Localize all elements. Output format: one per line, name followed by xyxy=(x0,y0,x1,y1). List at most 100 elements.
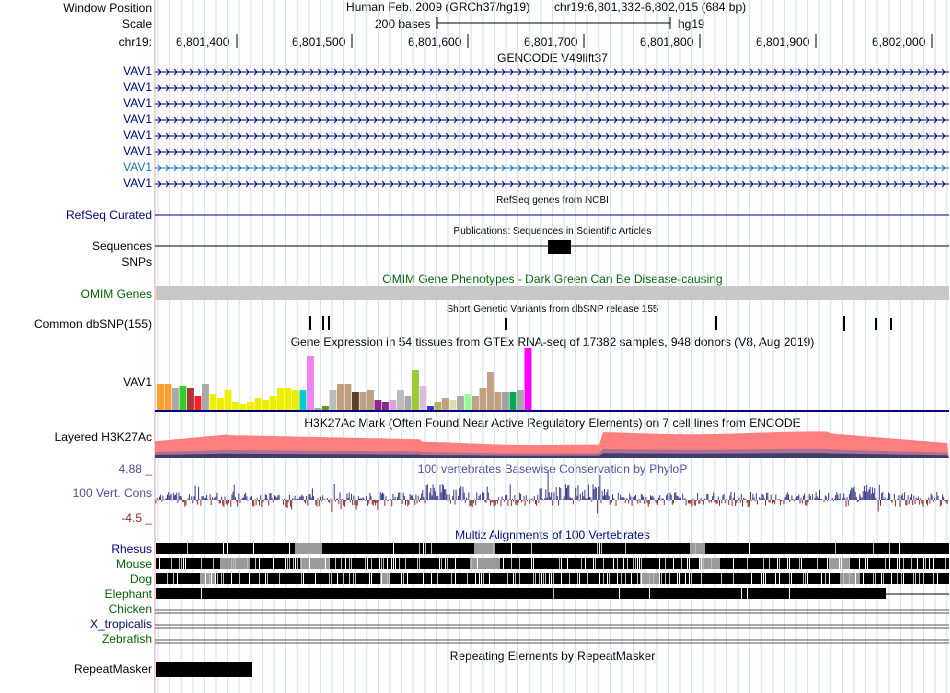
multiz-mismatch xyxy=(503,558,504,569)
multiz-mismatch xyxy=(289,543,290,554)
multiz-mismatch xyxy=(599,543,600,554)
phylop-track-label[interactable]: 100 Vert. Cons xyxy=(72,486,152,500)
multiz-mismatch xyxy=(825,573,826,584)
multiz-mismatch xyxy=(511,543,512,554)
multiz-mismatch xyxy=(559,558,560,569)
gencode-transcript-label[interactable]: VAV1 xyxy=(123,112,152,126)
multiz-mismatch xyxy=(789,558,790,569)
gtex-tissue-bar xyxy=(187,388,194,410)
multiz-mismatch xyxy=(881,573,882,584)
dbsnp-track-label[interactable]: Common dbSNP(155) xyxy=(33,317,152,331)
scale-label: Scale xyxy=(121,17,152,31)
multiz-species-label[interactable]: Zebrafish xyxy=(101,632,152,646)
gtex-track-label[interactable]: VAV1 xyxy=(123,375,152,389)
multiz-mismatch xyxy=(475,573,476,584)
multiz-mismatch xyxy=(829,573,830,584)
transcript-chevrons xyxy=(157,100,946,108)
multiz-mismatch xyxy=(933,573,934,584)
multiz-mismatch xyxy=(817,558,818,569)
multiz-mismatch xyxy=(873,573,874,584)
multiz-mismatch xyxy=(185,558,186,569)
gtex-tissue-bar xyxy=(299,390,307,410)
multiz-mismatch xyxy=(603,573,604,584)
gencode-transcript-label[interactable]: VAV1 xyxy=(123,96,152,110)
multiz-mismatch xyxy=(541,573,542,584)
gencode-transcript-label[interactable]: VAV1 xyxy=(123,160,152,174)
multiz-mismatch xyxy=(493,543,494,554)
gtex-tissue-bar xyxy=(389,400,397,410)
multiz-mismatch xyxy=(867,558,868,569)
gencode-transcript-label[interactable]: VAV1 xyxy=(123,80,152,94)
multiz-mismatch xyxy=(301,573,302,584)
gtex-tissue-bar xyxy=(359,392,367,410)
multiz-mismatch xyxy=(791,573,792,584)
multiz-mismatch xyxy=(297,558,298,569)
multiz-mismatch xyxy=(213,558,214,569)
multiz-species-label[interactable]: Mouse xyxy=(115,557,152,571)
gtex-tissue-bar xyxy=(292,390,299,410)
gencode-transcript-label[interactable]: VAV1 xyxy=(123,176,152,190)
multiz-mismatch xyxy=(599,573,600,584)
h3k27ac-track-label[interactable]: Layered H3K27Ac xyxy=(54,430,152,444)
multiz-species-label[interactable]: Rhesus xyxy=(111,542,152,556)
multiz-mismatch xyxy=(631,573,632,584)
gtex-tissue-bar xyxy=(464,394,472,410)
gencode-transcript-label[interactable]: VAV1 xyxy=(123,144,152,158)
gtex-tissue-bar xyxy=(502,392,509,410)
publications-track-label[interactable]: Sequences xyxy=(91,239,152,253)
multiz-mismatch xyxy=(351,558,352,569)
gtex-tissue-bar xyxy=(284,388,292,410)
multiz-mismatch xyxy=(603,558,604,569)
multiz-mismatch xyxy=(407,573,408,584)
multiz-mismatch xyxy=(779,558,780,569)
multiz-mismatch xyxy=(255,558,256,569)
multiz-mismatch xyxy=(775,573,776,584)
multiz-mismatch xyxy=(259,558,260,569)
multiz-mismatch xyxy=(821,573,822,584)
refseq-track-label[interactable]: RefSeq Curated xyxy=(65,208,152,222)
multiz-mismatch xyxy=(455,573,456,584)
multiz-mismatch xyxy=(779,573,780,584)
multiz-mismatch xyxy=(687,558,688,569)
multiz-mismatch xyxy=(625,543,626,554)
multiz-mismatch xyxy=(293,558,294,569)
gencode-transcript-label[interactable]: VAV1 xyxy=(123,128,152,142)
multiz-mismatch xyxy=(669,573,670,584)
gtex-tissue-bar xyxy=(314,408,322,410)
gencode-transcript-label[interactable]: VAV1 xyxy=(123,64,152,78)
multiz-mismatch xyxy=(653,573,654,584)
gtex-tissue-bar xyxy=(322,406,329,410)
multiz-mismatch xyxy=(635,558,636,569)
multiz-species-label[interactable]: Chicken xyxy=(108,602,152,616)
multiz-mismatch xyxy=(531,558,532,569)
multiz-mismatch xyxy=(789,588,790,599)
multiz-mismatch xyxy=(595,558,596,569)
multiz-alignment-gap xyxy=(470,558,500,569)
multiz-mismatch xyxy=(331,573,332,584)
multiz-mismatch xyxy=(889,558,890,569)
multiz-mismatch xyxy=(355,573,356,584)
multiz-mismatch xyxy=(401,573,402,584)
multiz-mismatch xyxy=(903,573,904,584)
multiz-species-label[interactable]: X_tropicalis xyxy=(89,617,152,631)
multiz-species-label[interactable]: Dog xyxy=(129,572,152,586)
gtex-tissue-bar xyxy=(374,400,382,410)
multiz-mismatch xyxy=(585,558,586,569)
multiz-mismatch xyxy=(367,558,368,569)
multiz-species-label[interactable]: Elephant xyxy=(104,587,152,601)
multiz-mismatch xyxy=(665,573,666,584)
multiz-mismatch xyxy=(593,558,594,569)
snps-track-label[interactable]: SNPs xyxy=(121,255,152,269)
repeatmasker-track-label[interactable]: RepeatMasker xyxy=(73,662,152,676)
publication-hit xyxy=(548,240,571,254)
multiz-alignment-gap xyxy=(380,573,390,584)
multiz-mismatch xyxy=(741,588,742,599)
gtex-tissue-bar xyxy=(232,402,239,410)
multiz-mismatch xyxy=(677,573,678,584)
multiz-mismatch xyxy=(581,558,582,569)
multiz-mismatch xyxy=(439,558,440,569)
multiz-mismatch xyxy=(925,558,926,569)
multiz-mismatch xyxy=(447,558,448,569)
multiz-mismatch xyxy=(379,558,380,569)
omim-track-label[interactable]: OMIM Genes xyxy=(80,287,152,301)
